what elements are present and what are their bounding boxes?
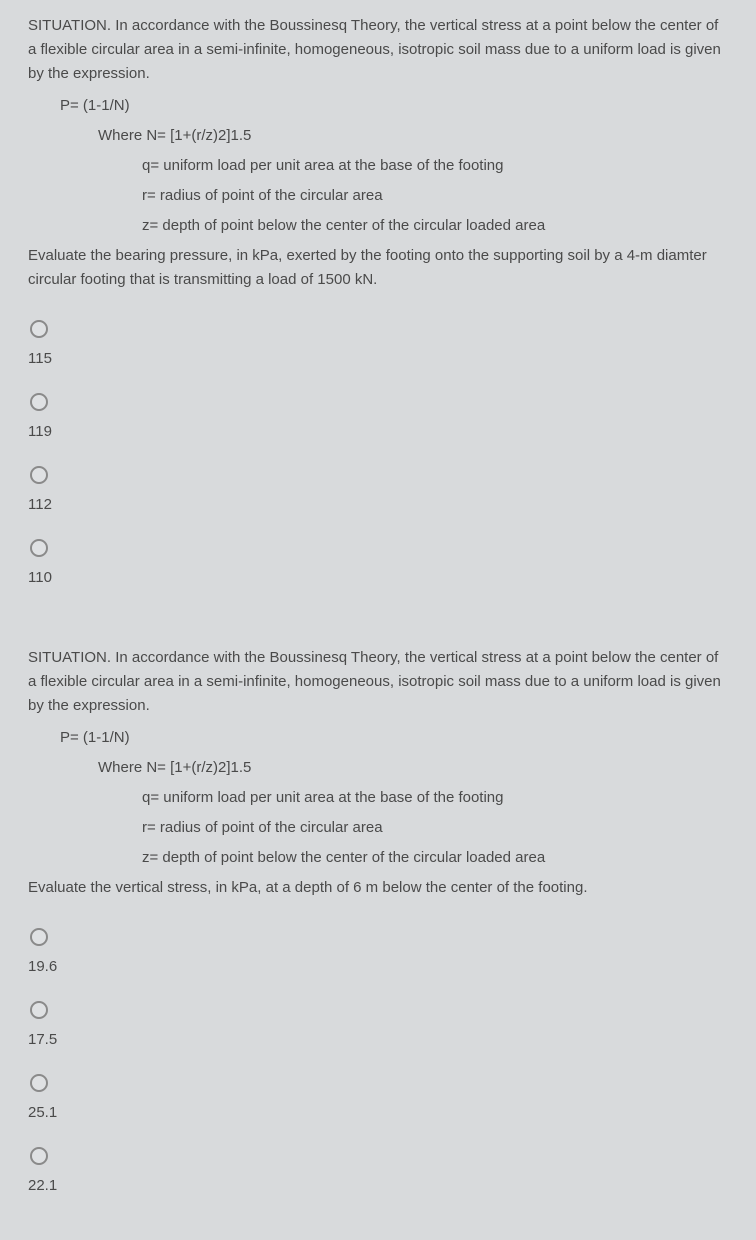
option-label: 25.1 — [28, 1104, 728, 1121]
option-row: 17.5 — [28, 993, 728, 1058]
def-q: q= uniform load per unit area at the bas… — [28, 786, 728, 810]
option-row: 22.1 — [28, 1139, 728, 1204]
def-r: r= radius of point of the circular area — [28, 184, 728, 208]
radio-button[interactable] — [30, 320, 48, 338]
option-label: 112 — [28, 496, 728, 513]
radio-button[interactable] — [30, 466, 48, 484]
options-group: 19.6 17.5 25.1 22.1 — [28, 908, 728, 1204]
option-row: 115 — [28, 312, 728, 377]
question-prompt: Evaluate the vertical stress, in kPa, at… — [28, 876, 728, 900]
formula-p: P= (1-1/N) — [28, 726, 728, 750]
def-z: z= depth of point below the center of th… — [28, 214, 728, 238]
radio-button[interactable] — [30, 928, 48, 946]
question-block-1: SITUATION. In accordance with the Boussi… — [0, 0, 756, 632]
radio-button[interactable] — [30, 393, 48, 411]
option-row: 112 — [28, 458, 728, 523]
formula-n: Where N= [1+(r/z)2]1.5 — [28, 756, 728, 780]
option-label: 115 — [28, 350, 728, 367]
question-block-2: SITUATION. In accordance with the Boussi… — [0, 632, 756, 1240]
radio-button[interactable] — [30, 539, 48, 557]
option-label: 17.5 — [28, 1031, 728, 1048]
option-row: 119 — [28, 385, 728, 450]
situation-text: In accordance with the Boussinesq Theory… — [28, 17, 721, 82]
options-group: 115 119 112 110 — [28, 300, 728, 596]
question-situation: SITUATION. In accordance with the Boussi… — [28, 646, 728, 718]
situation-prefix: SITUATION. — [28, 17, 115, 34]
def-z: z= depth of point below the center of th… — [28, 846, 728, 870]
situation-prefix: SITUATION. — [28, 649, 115, 666]
situation-text: In accordance with the Boussinesq Theory… — [28, 649, 721, 714]
formula-n: Where N= [1+(r/z)2]1.5 — [28, 124, 728, 148]
radio-button[interactable] — [30, 1147, 48, 1165]
option-row: 25.1 — [28, 1066, 728, 1131]
radio-button[interactable] — [30, 1074, 48, 1092]
question-situation: SITUATION. In accordance with the Boussi… — [28, 14, 728, 86]
option-row: 110 — [28, 531, 728, 596]
radio-button[interactable] — [30, 1001, 48, 1019]
option-label: 110 — [28, 569, 728, 586]
option-label: 22.1 — [28, 1177, 728, 1194]
option-label: 19.6 — [28, 958, 728, 975]
def-q: q= uniform load per unit area at the bas… — [28, 154, 728, 178]
option-label: 119 — [28, 423, 728, 440]
formula-p: P= (1-1/N) — [28, 94, 728, 118]
option-row: 19.6 — [28, 920, 728, 985]
question-prompt: Evaluate the bearing pressure, in kPa, e… — [28, 244, 728, 292]
def-r: r= radius of point of the circular area — [28, 816, 728, 840]
